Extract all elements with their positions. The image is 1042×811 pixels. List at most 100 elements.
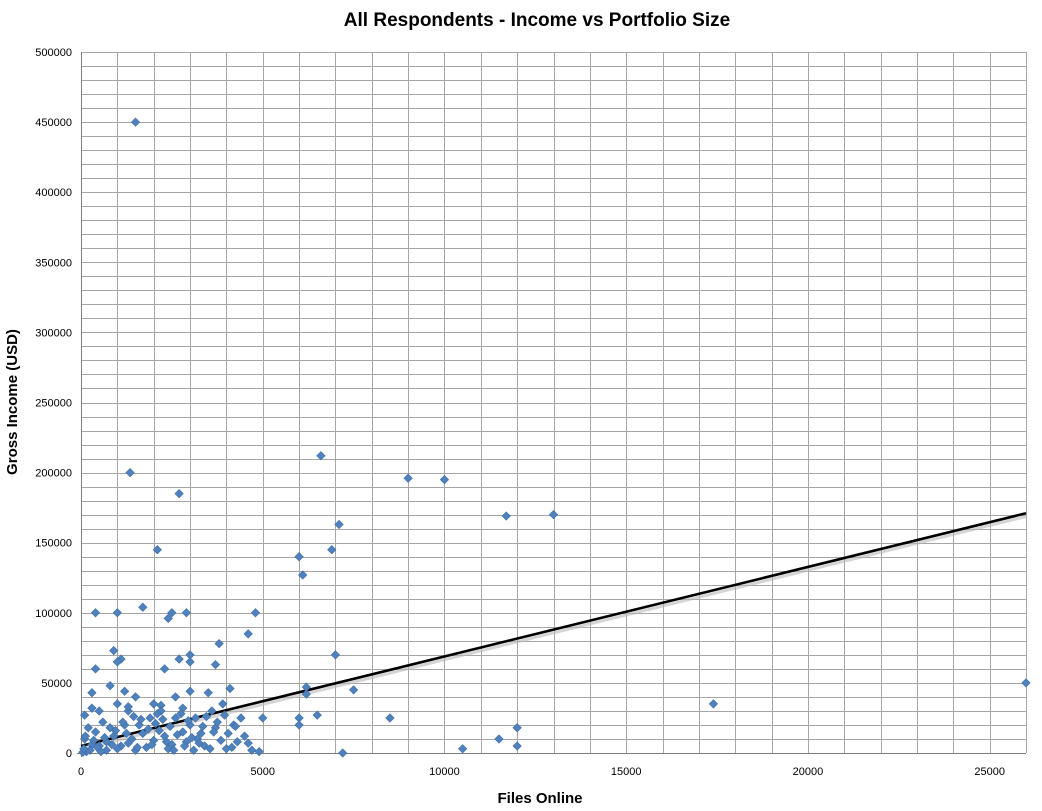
y-tick-label: 100000 (35, 608, 72, 620)
data-point (174, 654, 184, 664)
data-point (161, 737, 172, 747)
data-point (83, 723, 93, 733)
chart-grid (81, 52, 1027, 754)
data-point (138, 728, 148, 738)
data-point (230, 721, 241, 731)
data-point (100, 732, 110, 743)
y-tick-label: 250000 (35, 398, 72, 410)
data-point (512, 723, 522, 733)
data-point (165, 721, 175, 731)
x-tick-label: 0 (78, 766, 84, 778)
data-point (258, 713, 268, 723)
data-point (110, 725, 121, 736)
data-point (89, 735, 99, 746)
x-tick-label: 10000 (429, 766, 460, 778)
data-point (112, 608, 122, 618)
trendline-shadow (81, 514, 1028, 751)
data-point (170, 692, 181, 702)
y-tick-label: 200000 (35, 468, 72, 480)
data-point (439, 474, 450, 485)
data-point (250, 608, 261, 618)
data-point (232, 737, 242, 747)
data-point (294, 720, 304, 730)
data-point (301, 689, 311, 699)
data-point (179, 741, 190, 751)
data-point (130, 692, 141, 702)
data-point (247, 745, 257, 755)
data-point (119, 686, 130, 696)
data-point (109, 646, 119, 656)
x-tick-label: 25000 (974, 766, 1005, 778)
data-point (123, 738, 133, 748)
x-tick-label: 20000 (793, 766, 824, 778)
data-point (169, 745, 179, 755)
data-point (132, 742, 142, 753)
data-point (212, 717, 222, 727)
data-points (78, 117, 1031, 758)
data-point (494, 734, 504, 744)
data-point (501, 511, 511, 521)
data-point (96, 746, 106, 757)
data-point (118, 717, 128, 727)
data-point (183, 716, 193, 726)
data-point (136, 714, 146, 724)
y-tick-label: 150000 (35, 538, 72, 550)
data-point (116, 654, 126, 664)
data-point (210, 660, 221, 670)
data-point (105, 723, 115, 733)
data-point (334, 519, 344, 530)
data-point (254, 746, 264, 757)
data-point (167, 608, 177, 618)
data-point (512, 741, 522, 751)
data-point (94, 706, 104, 716)
data-point (98, 717, 108, 727)
data-point (178, 727, 188, 737)
data-point (403, 473, 413, 483)
data-point (159, 664, 170, 674)
y-tick-label: 500000 (35, 47, 72, 59)
data-point (163, 744, 173, 754)
y-tick-label: 300000 (35, 327, 72, 339)
chart-axes (77, 52, 1026, 757)
data-point (158, 714, 168, 724)
y-tick-label: 450000 (35, 117, 72, 129)
data-point (163, 613, 173, 624)
data-point (80, 710, 90, 720)
data-point (112, 699, 122, 709)
data-point (143, 724, 153, 734)
y-tick-label: 0 (66, 748, 72, 760)
data-point (87, 688, 97, 698)
y-tick-label: 50000 (41, 678, 72, 690)
data-point (294, 552, 304, 562)
data-point (330, 650, 341, 660)
chart-title: All Respondents - Income vs Portfolio Si… (344, 10, 730, 31)
data-point (134, 720, 144, 730)
data-point (203, 688, 213, 698)
data-point (170, 713, 181, 723)
data-point (243, 738, 253, 748)
data-point (152, 545, 162, 555)
data-point (112, 657, 122, 667)
data-point (112, 744, 122, 754)
data-point (172, 730, 182, 740)
data-point (227, 742, 237, 753)
data-point (327, 545, 337, 555)
data-point (219, 710, 230, 720)
data-point (201, 711, 212, 722)
data-point (125, 467, 135, 478)
data-point (548, 510, 559, 520)
data-point (348, 685, 359, 695)
data-point (312, 710, 322, 720)
data-point (147, 739, 157, 750)
trendline-line (80, 511, 1027, 748)
data-point (176, 709, 186, 719)
data-point (216, 735, 226, 746)
tick-labels: 0 5000 10000 15000 20000 25000050000100000150… (35, 47, 1005, 778)
data-point (223, 728, 233, 738)
data-point (190, 713, 201, 723)
data-point (196, 728, 206, 738)
data-point (101, 745, 112, 755)
data-point (181, 608, 192, 618)
